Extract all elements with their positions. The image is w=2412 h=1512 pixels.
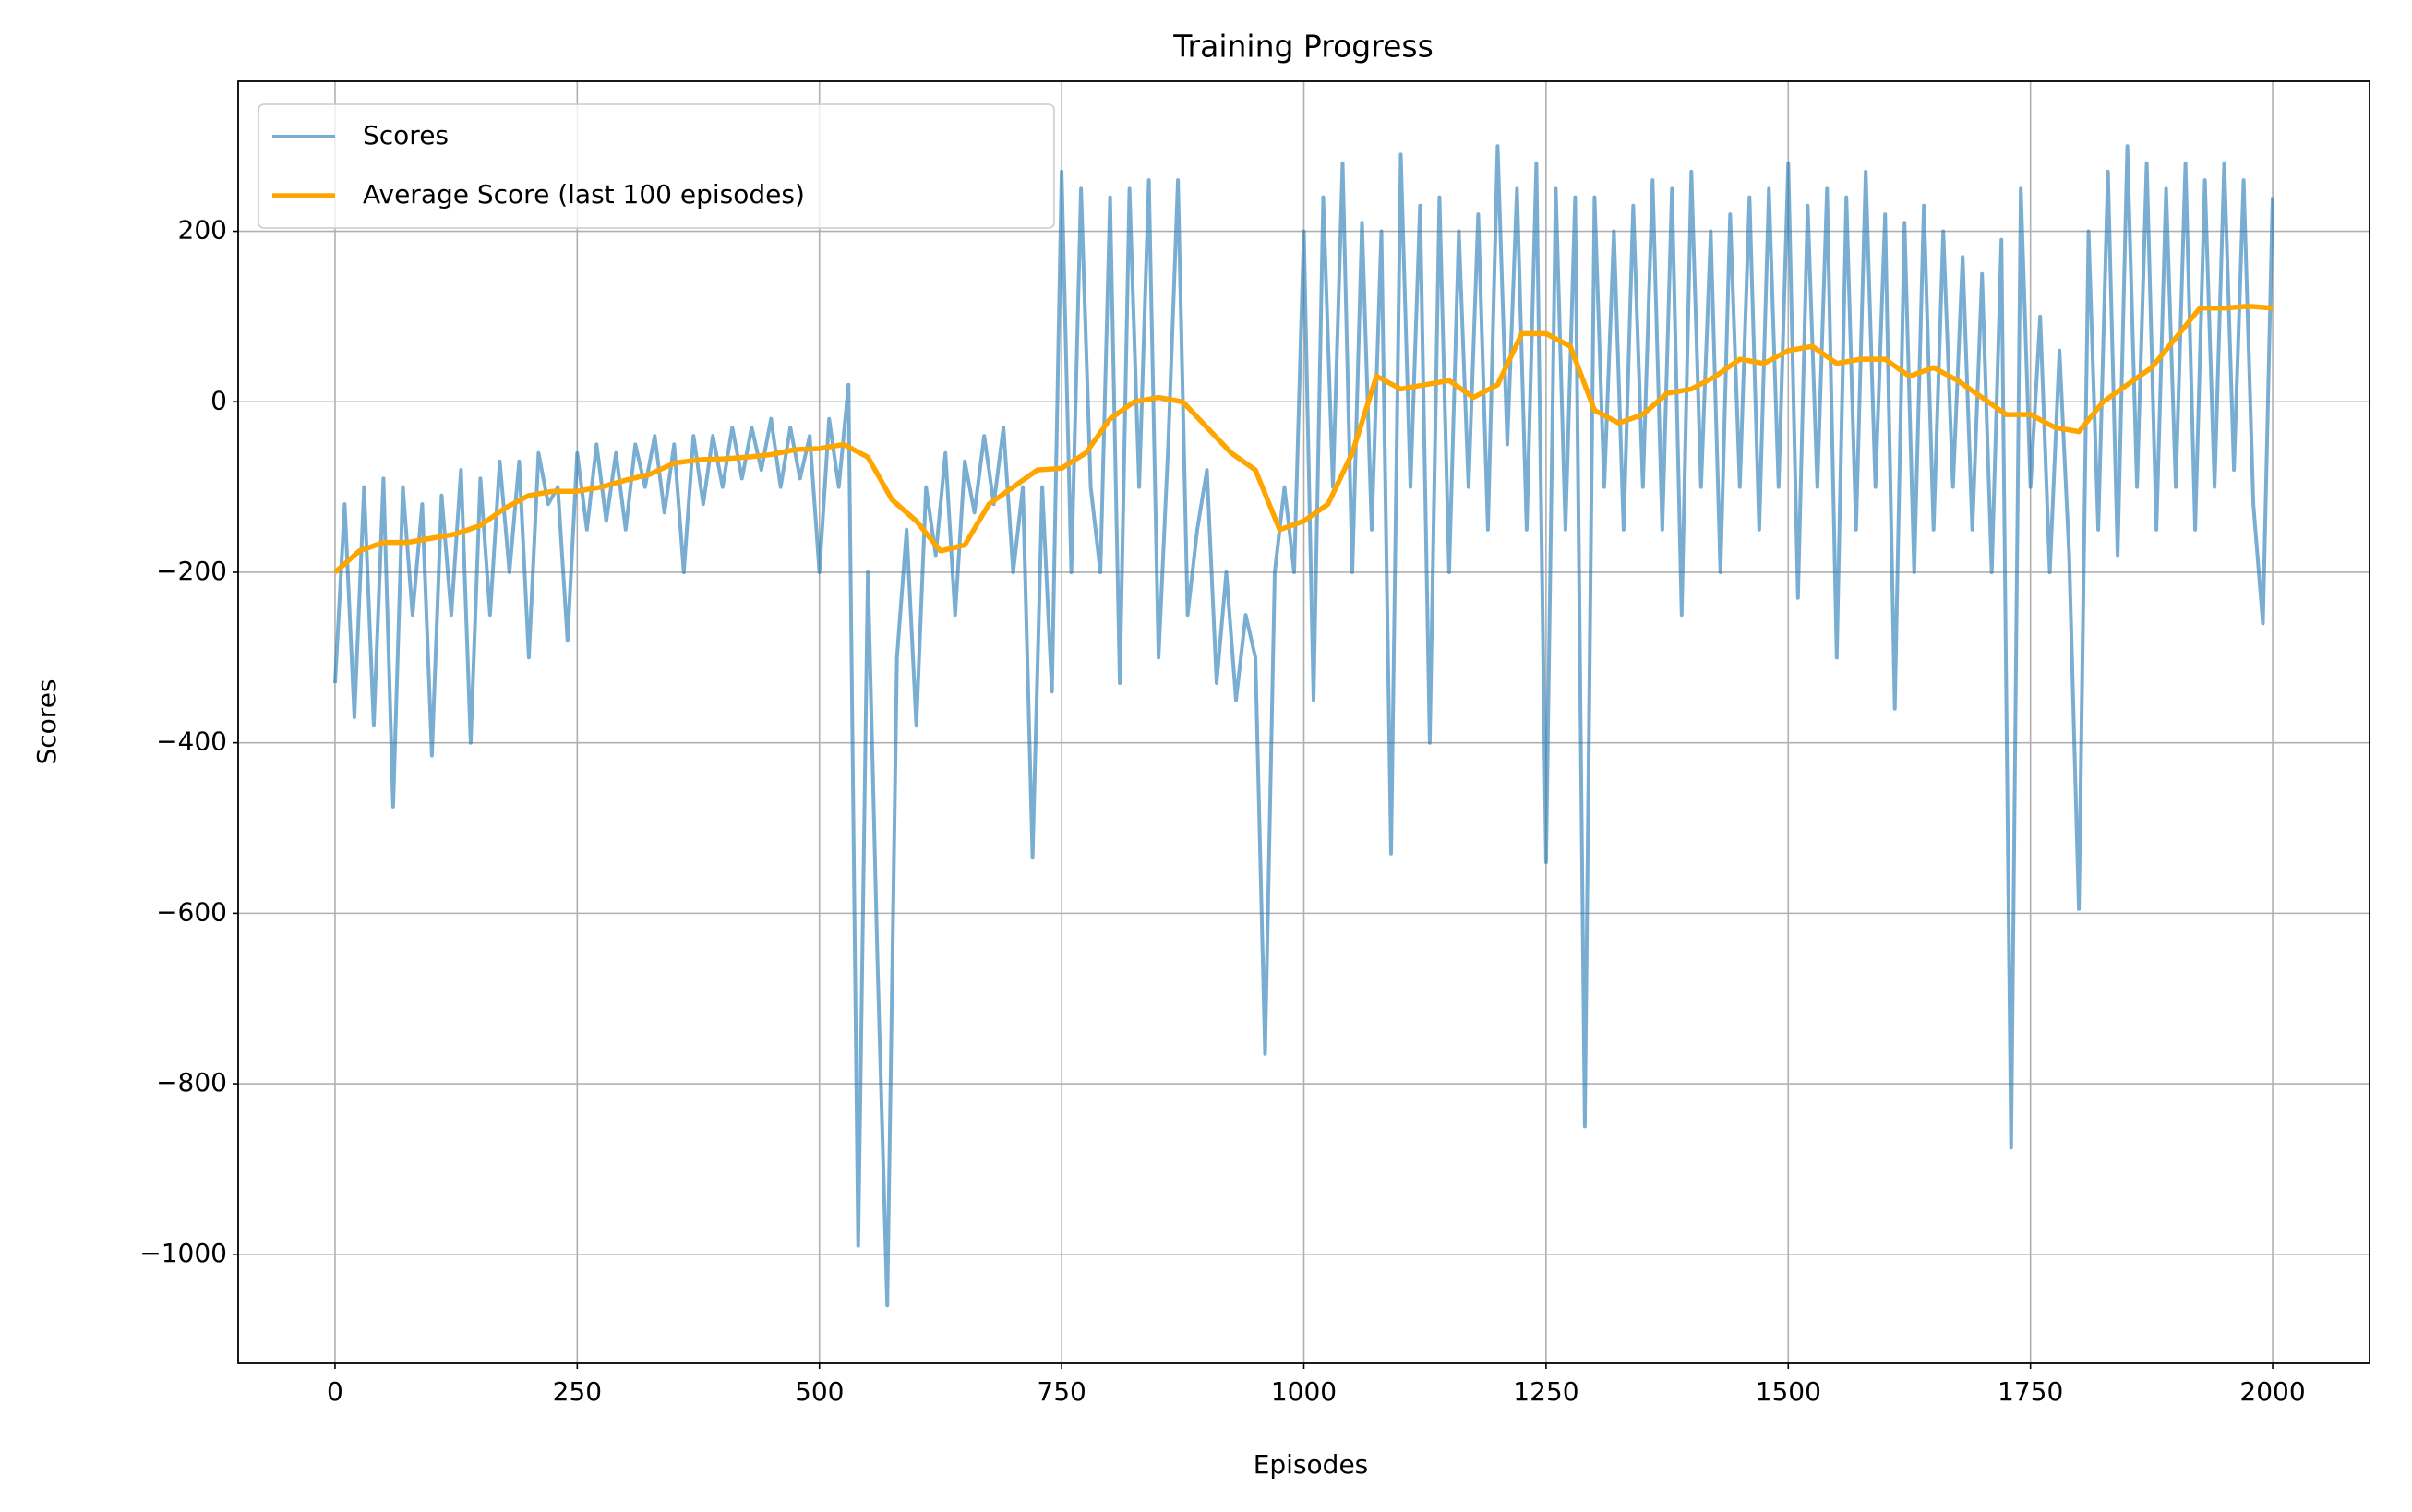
x-tick-label: 1500 (1756, 1376, 1821, 1407)
legend-label: Scores (363, 120, 449, 150)
x-tick-label: 0 (327, 1376, 343, 1407)
legend-box (258, 103, 1055, 229)
x-tick-label: 750 (1037, 1376, 1086, 1407)
chart-title: Training Progress (1172, 29, 1434, 65)
x-tick-label: 1000 (1271, 1376, 1337, 1407)
y-tick-label: −800 (156, 1067, 227, 1098)
legend: Scores Average Score (last 100 episodes) (258, 103, 1055, 229)
x-axis-label: Episodes (1254, 1449, 1369, 1480)
series-line (333, 304, 2274, 575)
plot-frame (237, 80, 2370, 1364)
y-axis-label: Scores (31, 678, 62, 764)
y-tick-label: −400 (156, 726, 227, 757)
y-tick-label: −1000 (139, 1238, 227, 1268)
x-tick-label: 2000 (2239, 1376, 2305, 1407)
x-tick-label: 500 (795, 1376, 844, 1407)
x-tick-label: 1250 (1513, 1376, 1578, 1407)
legend-label: Average Score (last 100 episodes) (363, 179, 805, 210)
x-tick-label: 1750 (1998, 1376, 2063, 1407)
y-tick-label: −600 (156, 896, 227, 927)
y-tick-label: 200 (178, 215, 227, 246)
y-tick-label: −200 (156, 556, 227, 586)
series-line (333, 144, 2274, 1308)
y-tick-label: 0 (210, 385, 227, 415)
x-tick-label: 250 (553, 1376, 602, 1407)
